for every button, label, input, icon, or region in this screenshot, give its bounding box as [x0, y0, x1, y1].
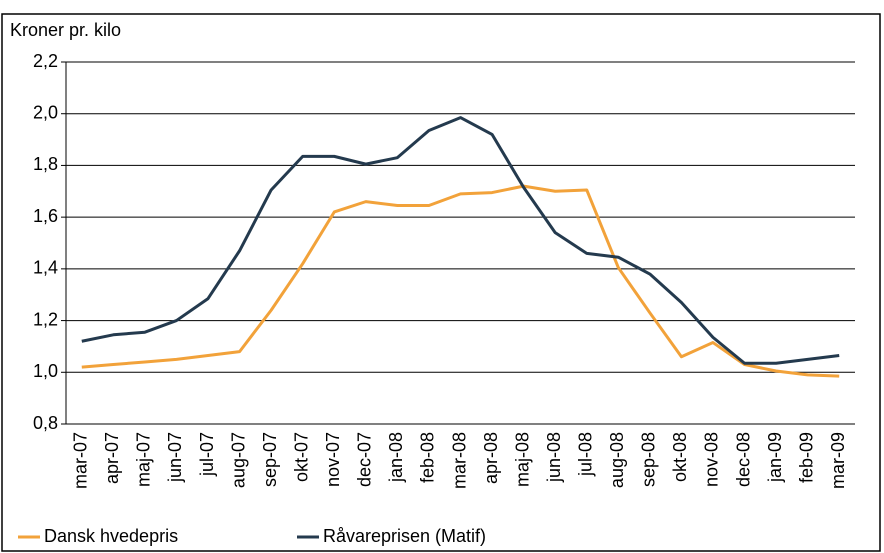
x-tick-label: sep-08: [639, 432, 659, 487]
x-tick-label: mar-08: [449, 432, 469, 489]
x-tick-label: mar-09: [828, 432, 848, 489]
y-tick-label: 1,0: [33, 361, 58, 381]
series-line: [81, 116, 840, 365]
x-tick-label: aug-07: [228, 432, 248, 488]
x-tick-label: apr-08: [481, 432, 501, 484]
x-tick-label: jul-07: [197, 432, 217, 477]
x-tick-label: feb-09: [796, 432, 816, 483]
x-tick-label: sep-07: [260, 432, 280, 487]
x-tick-label: dec-07: [355, 432, 375, 487]
x-tick-label: okt-07: [291, 432, 311, 482]
x-tick-label: jan-08: [386, 432, 406, 483]
x-tick-label: maj-08: [512, 432, 532, 487]
legend-label: Råvareprisen (Matif): [323, 526, 486, 546]
x-tick-label: aug-08: [607, 432, 627, 488]
x-tick-label: nov-07: [323, 432, 343, 487]
chart-frame: [1, 13, 881, 552]
legend-label: Dansk hvedepris: [44, 526, 178, 546]
x-tick-label: mar-07: [71, 432, 91, 489]
y-tick-label: 1,4: [33, 258, 58, 278]
x-tick-label: jun-07: [165, 432, 185, 483]
x-tick-label: jun-08: [544, 432, 564, 483]
x-tick-label: jul-08: [575, 432, 595, 477]
x-tick-label: jan-09: [765, 432, 785, 483]
y-axis-label: Kroner pr. kilo: [10, 20, 121, 40]
y-tick-label: 2,2: [33, 51, 58, 71]
x-tick-label: nov-08: [702, 432, 722, 487]
y-tick-label: 2,0: [33, 102, 58, 122]
y-tick-label: 0,8: [33, 413, 58, 433]
x-tick-label: okt-08: [670, 432, 690, 482]
y-tick-label: 1,2: [33, 309, 58, 329]
series-line: [81, 184, 840, 378]
y-tick-label: 1,8: [33, 154, 58, 174]
y-tick-label: 1,6: [33, 206, 58, 226]
x-tick-label: maj-07: [134, 432, 154, 487]
x-tick-label: apr-07: [102, 432, 122, 484]
x-tick-label: feb-08: [418, 432, 438, 483]
x-tick-label: dec-08: [733, 432, 753, 487]
